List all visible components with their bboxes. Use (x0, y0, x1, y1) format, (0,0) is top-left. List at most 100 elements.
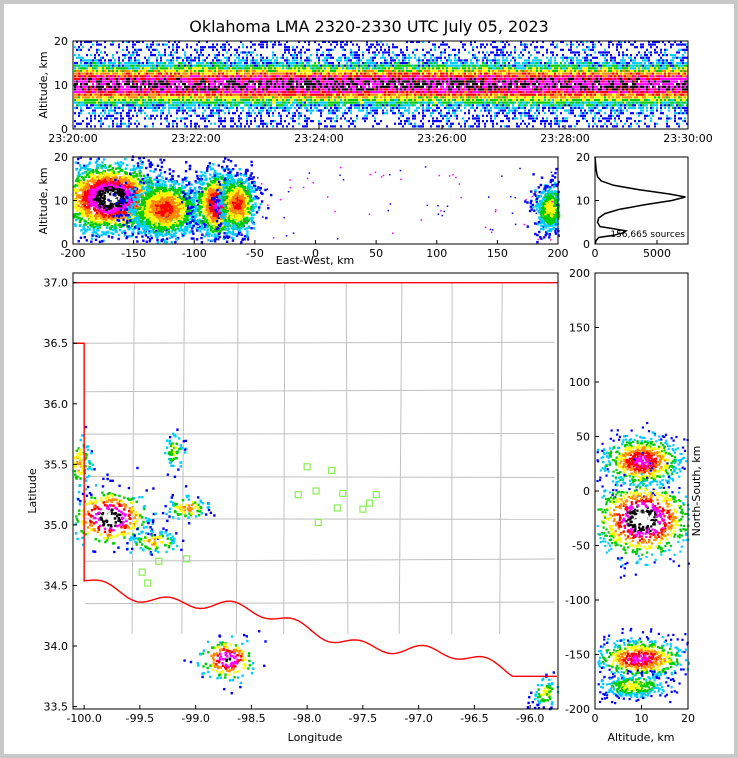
time-density-cell (452, 109, 454, 112)
time-density-cell (92, 98, 94, 102)
time-density-cell (238, 75, 240, 78)
time-density-cell (388, 72, 390, 75)
time-density-cell (406, 80, 408, 83)
time-density-cell (392, 43, 394, 46)
time-density-cell (422, 75, 424, 78)
time-density-cell (100, 85, 102, 88)
time-density-cell (464, 101, 466, 104)
time-density-cell (258, 43, 260, 46)
time-density-cell (338, 101, 340, 104)
time-density-cell (372, 67, 374, 70)
time-density-cell (120, 77, 122, 80)
time-density-cell (308, 98, 310, 102)
time-density-cell (320, 64, 322, 67)
time-density-cell (316, 93, 318, 96)
time-density-cell (306, 64, 308, 67)
time-density-cell (260, 90, 262, 94)
time-density-cell (458, 67, 460, 70)
time-density-cell (410, 90, 412, 94)
time-density-cell (384, 64, 386, 67)
time-density-cell (178, 109, 180, 112)
time-density-cell (434, 64, 436, 67)
time-density-cell (188, 106, 190, 110)
time-density-cell (400, 122, 402, 125)
time-density-cell (132, 90, 134, 94)
time-density-cell (404, 98, 406, 102)
time-density-cell (160, 101, 162, 104)
time-density-cell (478, 98, 480, 102)
time-density-cell (190, 77, 192, 80)
time-density-cell (134, 80, 136, 83)
time-density-cell (304, 40, 306, 44)
time-density-cell (438, 67, 440, 70)
time-density-cell (276, 85, 278, 88)
time-density-cell (234, 85, 236, 88)
time-density-cell (278, 64, 280, 67)
time-density-cell (358, 83, 360, 86)
time-density-cell (300, 98, 302, 102)
time-density-cell (94, 61, 96, 65)
time-density-cell (388, 77, 390, 80)
time-density-cell (380, 67, 382, 70)
time-density-cell (328, 98, 330, 102)
time-density-cell (80, 77, 82, 80)
time-density-cell (104, 88, 106, 91)
time-density-cell (420, 125, 422, 128)
time-density-cell (230, 125, 232, 128)
time-density-cell (342, 48, 344, 51)
time-density-cell (434, 61, 436, 65)
time-density-cell (442, 93, 444, 96)
time-density-cell (314, 104, 316, 107)
time-density-cell (320, 98, 322, 102)
time-density-cell (404, 75, 406, 78)
time-density-cell (260, 85, 262, 88)
time-density-cell (490, 61, 492, 65)
time-density-cell (290, 96, 292, 99)
time-density-cell (368, 80, 370, 83)
time-density-cell (118, 93, 120, 96)
time-density-cell (402, 93, 404, 96)
time-density-cell (362, 98, 364, 102)
time-density-cell (326, 93, 328, 96)
time-density-cell (76, 122, 78, 125)
time-density-cell (252, 85, 254, 88)
time-density-cell (190, 83, 192, 86)
time-density-cell (170, 96, 172, 99)
time-density-cell (270, 40, 272, 44)
time-density-cell (328, 104, 330, 107)
time-density-cell (104, 104, 106, 107)
time-density-cell (270, 101, 272, 104)
time-density-cell (392, 88, 394, 91)
time-density-cell (428, 98, 430, 102)
time-density-cell (78, 96, 80, 99)
time-density-cell (196, 75, 198, 78)
time-density-cell (430, 85, 432, 88)
time-density-cell (234, 90, 236, 94)
time-density-cell (268, 80, 270, 83)
time-density-cell (392, 59, 394, 62)
time-density-cell (206, 77, 208, 80)
time-density-cell (142, 109, 144, 112)
time-density-cell (126, 85, 128, 88)
time-density-cell (136, 114, 138, 117)
time-density-cell (210, 114, 212, 117)
time-density-cell (348, 80, 350, 83)
time-density-cell (154, 80, 156, 83)
time-density-cell (114, 98, 116, 102)
time-density-cell (236, 109, 238, 112)
time-density-cell (246, 85, 248, 88)
time-density-cell (244, 96, 246, 99)
time-density-cell (140, 96, 142, 99)
time-density-cell (184, 56, 186, 59)
time-density-cell (280, 61, 282, 65)
time-density-cell (338, 72, 340, 75)
time-density-cell (374, 67, 376, 70)
time-density-cell (480, 96, 482, 99)
time-density-cell (324, 67, 326, 70)
time-density-cell (92, 75, 94, 78)
time-density-cell (412, 83, 414, 86)
time-density-cell (346, 85, 348, 88)
time-density-cell (454, 96, 456, 99)
time-density-cell (350, 54, 352, 57)
time-density-cell (324, 120, 326, 123)
